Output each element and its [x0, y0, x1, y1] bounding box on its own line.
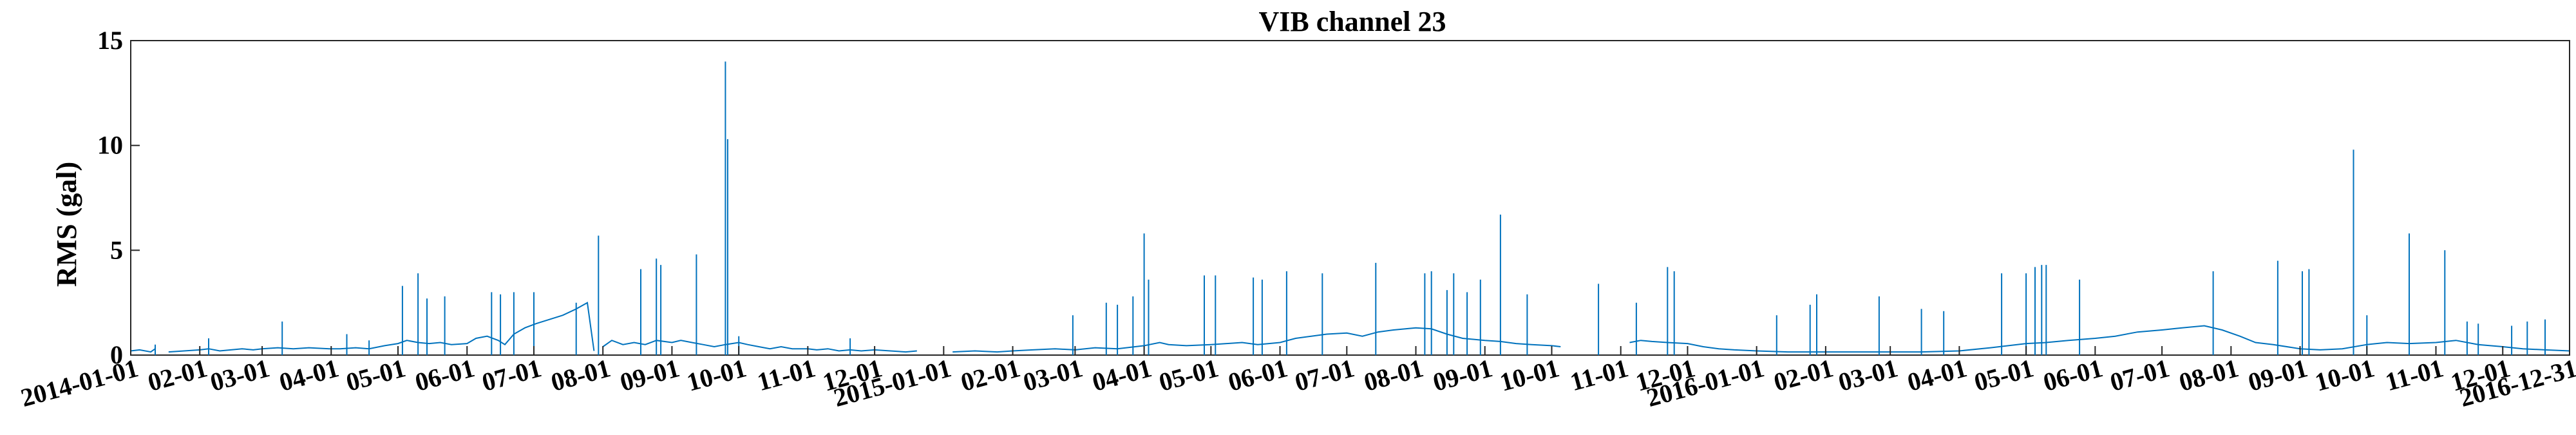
x-tick-label: 09-01 — [617, 353, 683, 397]
x-tick-label: 08-01 — [1361, 353, 1426, 397]
x-tick-label: 11-01 — [1567, 353, 1631, 396]
y-tick-label: 0 — [110, 340, 123, 369]
series-line-segment — [952, 327, 1561, 353]
x-tick-label: 03-01 — [1020, 353, 1086, 397]
x-tick-label: 07-01 — [479, 353, 545, 397]
x-tick-label: 08-01 — [548, 353, 614, 397]
x-tick-label: 11-01 — [754, 353, 819, 396]
series-line-segment — [602, 340, 917, 353]
plot-area-frame — [130, 40, 2570, 356]
y-axis-label: RMS (gal) — [51, 162, 82, 287]
x-tick-label: 05-01 — [343, 353, 409, 397]
x-tick-label: 06-01 — [1225, 353, 1291, 397]
x-tick-label: 03-01 — [1835, 353, 1901, 397]
x-tick-label: 04-01 — [276, 353, 342, 397]
x-tick-label: 02-01 — [958, 353, 1023, 397]
x-tick-label: 05-01 — [1156, 353, 1222, 397]
x-tick-label: 06-01 — [2040, 353, 2106, 397]
x-tick-label: 05-01 — [1971, 353, 2037, 397]
x-tick-label: 10-01 — [684, 353, 750, 397]
x-tick-label: 07-01 — [1292, 353, 1358, 397]
series-layer — [130, 61, 2570, 355]
x-tick-label: 03-01 — [207, 353, 273, 397]
series-line-segment — [130, 348, 156, 353]
x-tick-label: 08-01 — [2176, 353, 2242, 397]
x-tick-label: 04-01 — [1089, 353, 1155, 397]
series-line-segment — [168, 302, 595, 353]
x-tick-label: 02-01 — [145, 353, 211, 397]
x-tick-label: 04-01 — [1904, 353, 1970, 397]
series-line-segment — [1629, 325, 2570, 353]
x-tick-label: 09-01 — [1430, 353, 1495, 397]
x-tick-label: 10-01 — [1497, 353, 1562, 397]
x-tick-label: 02-01 — [1770, 353, 1836, 397]
y-tick-label: 5 — [110, 235, 123, 264]
y-ticks: 0 5 10 15 — [97, 26, 140, 369]
y-tick-label: 10 — [97, 131, 123, 160]
x-tick-label: 11-01 — [2382, 353, 2447, 396]
x-tick-label: 10-01 — [2312, 353, 2378, 397]
x-tick-label: 2014-01-01 — [17, 353, 141, 412]
x-tick-label: 07-01 — [2107, 353, 2173, 397]
y-tick-label: 15 — [97, 26, 123, 55]
x-tick-label: 09-01 — [2245, 353, 2311, 397]
chart-title: VIB channel 23 — [1259, 6, 1446, 37]
x-tick-label: 06-01 — [412, 353, 478, 397]
